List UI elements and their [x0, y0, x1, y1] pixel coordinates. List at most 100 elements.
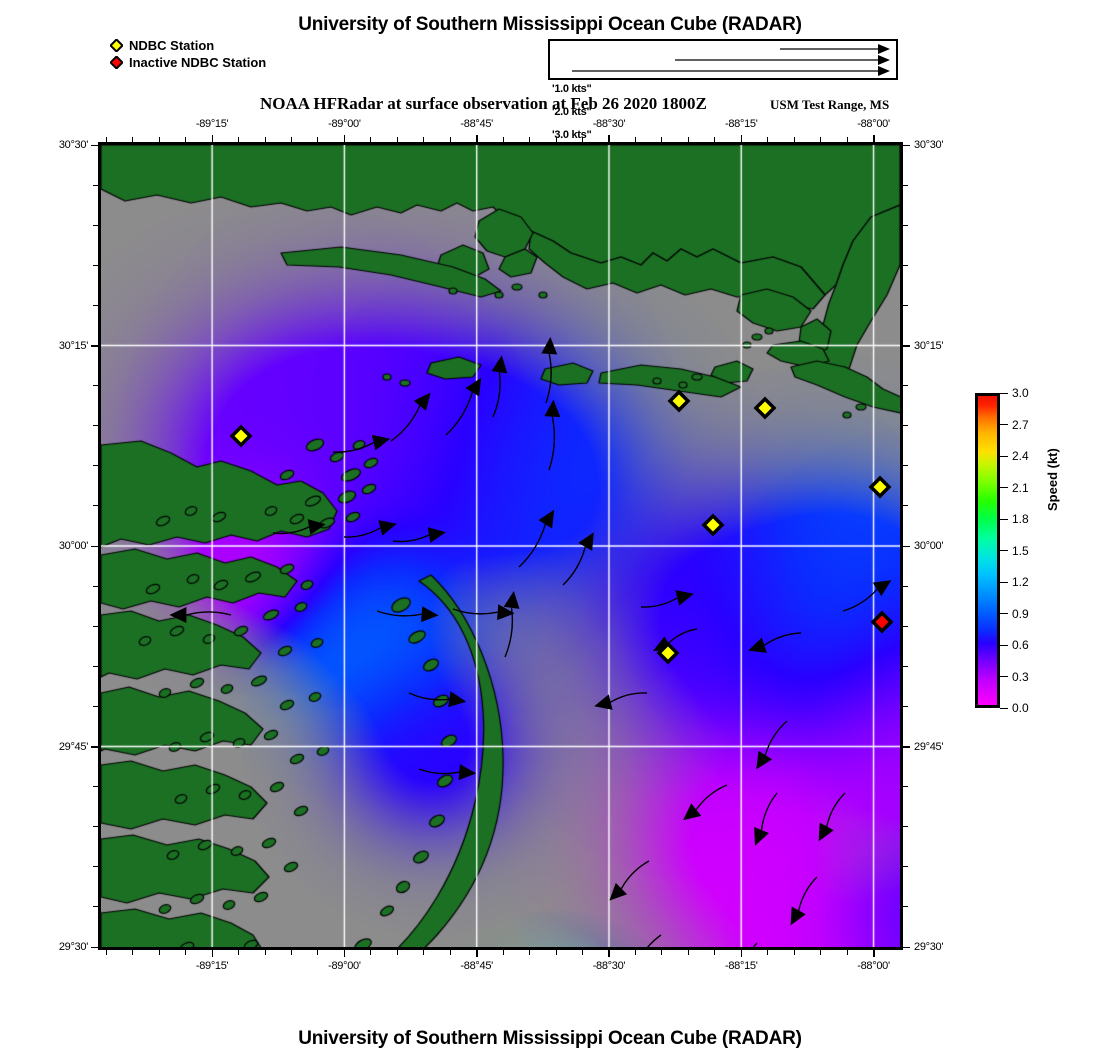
x-axis-tick-minor — [264, 950, 266, 955]
y-axis-tick-minor — [903, 144, 908, 146]
x-axis-label: -89°00' — [328, 118, 361, 130]
y-axis-tick-minor — [903, 545, 908, 547]
ndbc-station-marker[interactable] — [701, 513, 725, 537]
y-axis-tick-minor — [903, 665, 908, 667]
ndbc-station-marker[interactable] — [753, 396, 777, 420]
y-axis-label: 29°45' — [58, 740, 88, 753]
colorbar-tick-label: 2.1 — [1012, 480, 1029, 495]
x-axis-tick-minor — [396, 950, 398, 955]
page-footer-title: University of Southern Mississippi Ocean… — [298, 1028, 802, 1049]
x-axis-tick-minor — [661, 950, 663, 955]
y-axis-tick-major — [903, 946, 910, 948]
y-axis-tick-major — [91, 946, 98, 948]
subtitle-site-label: USM Test Range, MS — [770, 97, 890, 112]
colorbar-tick — [1000, 676, 1008, 677]
y-axis-label: 29°30' — [914, 941, 944, 953]
y-axis-tick-minor — [903, 465, 908, 467]
y-axis-tick-major — [903, 345, 910, 347]
y-axis-tick-major — [903, 746, 910, 748]
colorbar-tick-label: 1.8 — [1012, 512, 1029, 526]
colorbar-gradient — [975, 393, 1000, 708]
map-plot-area[interactable] — [98, 142, 903, 950]
ndbc-station-marker[interactable] — [229, 424, 253, 448]
x-axis-tick-minor — [343, 950, 345, 955]
x-axis-tick-major — [873, 950, 875, 957]
colorbar-tick — [1000, 613, 1008, 614]
x-axis-label: -88°00' — [857, 118, 890, 130]
x-axis-label: -88°45' — [460, 960, 493, 972]
colorbar-tick-label: 0.6 — [1012, 638, 1029, 652]
colorbar-tick-label: 0.3 — [1012, 669, 1029, 684]
x-axis-tick-minor — [767, 950, 769, 955]
ndbc-station-marker[interactable] — [667, 389, 691, 413]
colorbar-tick-label: 2.4 — [1012, 449, 1029, 463]
colorbar-tick-label: 1.2 — [1012, 575, 1029, 589]
colorbar-tick-label: 3.0 — [1012, 386, 1029, 400]
y-axis-tick-minor — [903, 385, 908, 387]
map-vector-overlay — [169, 337, 894, 947]
y-axis-tick-minor — [903, 264, 908, 266]
y-axis-tick-minor — [903, 906, 908, 908]
x-axis-label: -89°00' — [328, 960, 361, 972]
y-axis-label: 29°30' — [58, 941, 88, 953]
x-axis-tick-minor — [740, 950, 742, 955]
legend-label-ndbc-station: NDBC Station — [129, 38, 215, 53]
speed-colorbar: Speed (kt) 0.0 0.3 0.6 0.9 1.2 1.5 1.8 2.1 2.4 2.… — [975, 387, 1060, 714]
ndbc-station-marker[interactable] — [868, 475, 892, 499]
colorbar-tick — [1000, 550, 1008, 551]
y-axis-tick-major — [91, 746, 98, 748]
x-axis-tick-minor — [317, 950, 319, 955]
scale-label-3kt: '3.0 kts" — [552, 129, 592, 141]
x-axis-tick-major — [343, 950, 346, 957]
y-axis-tick-major — [91, 345, 98, 347]
y-axis-tick-minor — [903, 585, 908, 587]
x-axis-label: -88°15' — [724, 118, 758, 130]
y-axis-tick-minor — [903, 184, 908, 186]
radar-surface-current-map[interactable] — [101, 145, 900, 947]
y-axis-label: 30°00' — [914, 540, 944, 552]
subtitle-row: NOAA HFRadar at surface observation at F… — [100, 94, 1000, 114]
colorbar-tick — [1000, 392, 1008, 394]
legend-label-inactive-ndbc-station: Inactive NDBC Station — [129, 55, 267, 70]
colorbar-tick-label: 2.7 — [1012, 417, 1029, 432]
y-axis-tick-minor — [903, 746, 908, 747]
x-axis-tick-major — [740, 950, 743, 957]
x-axis-tick-major — [608, 950, 610, 957]
x-axis-tick-minor — [449, 950, 451, 955]
x-axis-tick-minor — [370, 950, 372, 955]
x-axis-tick-minor — [846, 950, 848, 955]
colorbar-tick — [1000, 581, 1008, 583]
y-axis-tick-minor — [903, 304, 908, 306]
colorbar-tick-label: 0.9 — [1012, 606, 1029, 621]
y-axis-label: 29°45' — [914, 740, 944, 753]
colorbar-tick — [1000, 644, 1008, 646]
x-axis-tick-minor — [555, 950, 557, 955]
colorbar-tick — [1000, 455, 1008, 457]
x-axis-tick-major — [476, 950, 478, 957]
x-axis-tick-major — [476, 135, 478, 142]
y-axis-tick-minor — [903, 505, 908, 507]
x-axis-tick-minor — [502, 950, 504, 955]
x-axis-tick-minor — [158, 950, 160, 955]
x-axis-tick-minor — [105, 950, 107, 955]
x-axis-tick-minor — [185, 950, 187, 955]
x-axis-tick-major — [211, 135, 214, 142]
y-axis-tick-minor — [903, 705, 908, 707]
y-axis-tick-minor — [903, 866, 908, 868]
colorbar-tick — [1000, 518, 1008, 520]
x-axis-tick-minor — [529, 950, 531, 955]
y-axis-tick-minor — [903, 425, 908, 427]
colorbar-tick — [1000, 487, 1008, 488]
x-axis-tick-minor — [211, 950, 213, 955]
ndbc-station-marker[interactable] — [656, 641, 680, 665]
page-title: University of Southern Mississippi Ocean… — [298, 14, 802, 35]
inactive-ndbc-station-marker[interactable] — [870, 610, 894, 634]
x-axis-tick-minor — [132, 950, 134, 955]
y-axis-label: 30°15' — [58, 339, 88, 352]
y-axis-label: 30°00' — [58, 540, 88, 552]
scale-label-1kt: '1.0 kts" — [552, 83, 592, 95]
x-axis-label: -88°00' — [857, 960, 890, 972]
x-axis-tick-minor — [476, 950, 478, 955]
scale-label-2kt: '2.0 kts" — [552, 106, 592, 118]
x-axis-tick-minor — [687, 950, 689, 955]
